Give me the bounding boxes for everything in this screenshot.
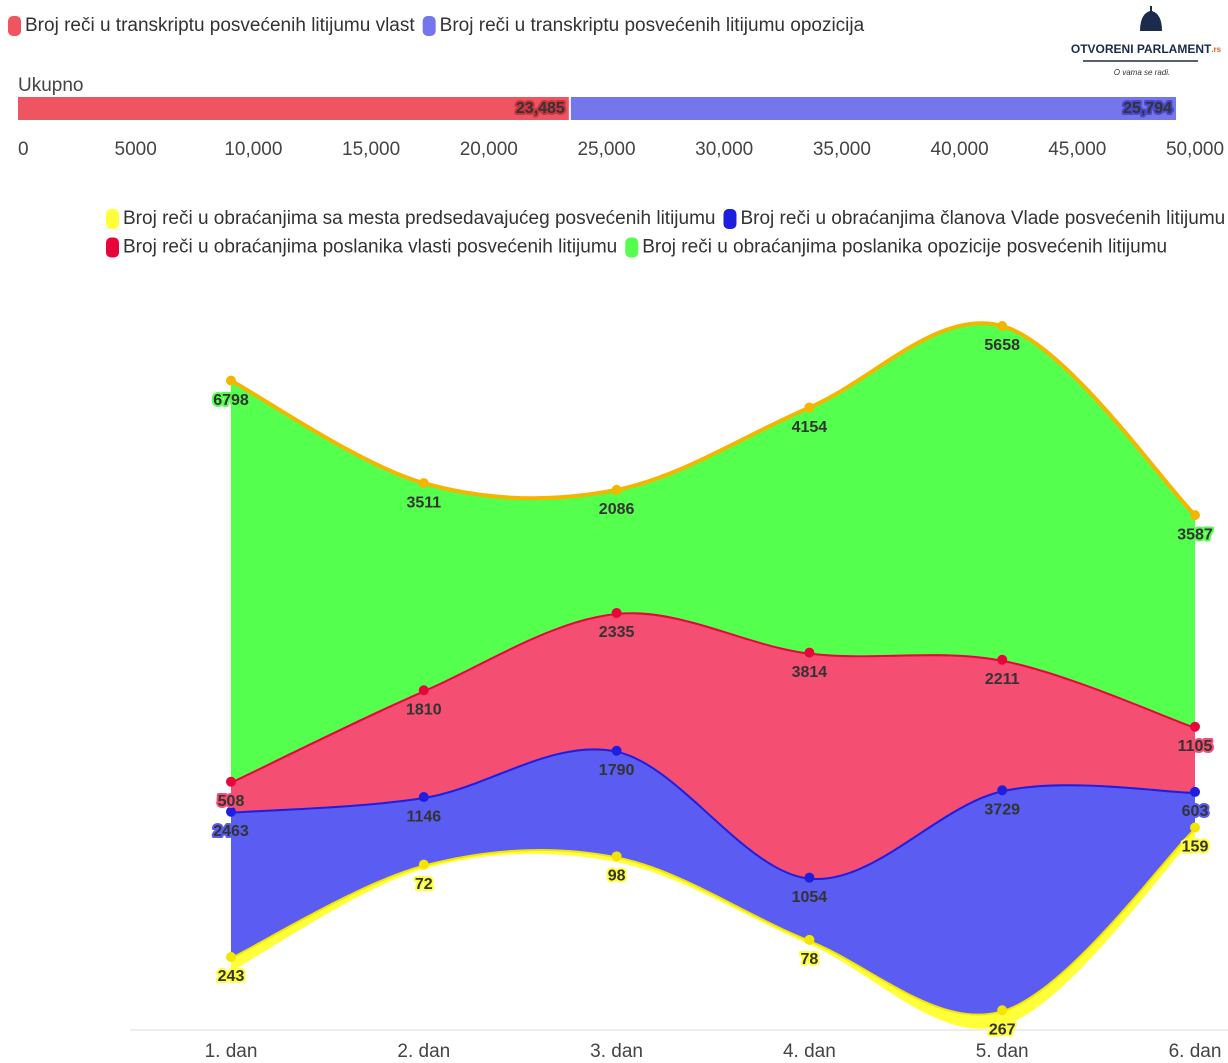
data-label: 4154 [792,419,828,436]
data-label: 3587 [1177,526,1213,543]
data-point [611,607,622,618]
stream-layers [230,321,1197,1029]
data-label: 3814 [792,664,828,681]
legend-label: Broj reči u transkriptu posvećenih litij… [440,15,865,36]
data-point [1190,786,1200,797]
data-label: 243 [218,968,245,985]
x-tick-label: 10,000 [224,139,282,160]
x-tick-label: 1. dan [205,1041,258,1062]
data-label: 267 [989,1021,1016,1038]
data-label: 2335 [599,624,635,641]
data-label: 1810 [406,701,442,718]
data-label: 2211 [985,671,1020,688]
data-point [418,478,429,489]
data-point [804,934,815,945]
data-label: 508 [218,793,245,810]
stream-area [231,748,1195,1014]
data-point [418,685,429,696]
legend-swatch [106,237,119,258]
data-label: 6798 [213,392,249,409]
x-tick-label: 45,000 [1048,139,1106,160]
data-point [611,484,622,495]
legend-label: Broj reči u obraćanjima poslanika opozic… [642,237,1167,258]
data-point [418,859,429,870]
data-label: 159 [1182,839,1209,856]
data-point [1190,510,1200,521]
legend-label: Broj reči u obraćanjima članova Vlade po… [740,208,1225,229]
legend-swatch [422,16,436,36]
legend-swatch [8,16,21,36]
data-label: 5658 [984,337,1020,354]
logo-title-text: OTVORENI PARLAMENT [1071,42,1212,56]
data-point [804,647,815,658]
stream-area [231,323,1195,782]
data-label: 1054 [792,889,828,906]
data-point [804,402,815,413]
bar-segment [18,97,569,120]
bar-value-label: 23,485 [516,100,565,117]
data-point [611,851,622,862]
data-point [804,872,815,883]
x-tick-label: 6. dan [1169,1041,1222,1062]
data-point [418,792,429,803]
logo: OTVORENI PARLAMENT.rs O vama se radi. [1071,6,1222,77]
x-tick-label: 25,000 [577,139,635,160]
data-label: 3729 [984,801,1020,818]
logo-suffix: .rs [1211,45,1221,54]
data-point [997,320,1008,331]
data-label: 2463 [213,823,249,840]
data-point [226,776,236,787]
logo-icon [1140,6,1162,31]
data-point [1190,721,1200,732]
data-label: 2086 [599,501,635,518]
bar-value-label: 25,794 [1123,100,1172,117]
data-label: 1105 [1178,738,1213,755]
legend-swatch [723,209,737,229]
data-point [997,654,1008,665]
legend-label: Broj reči u obraćanjima sa mesta predsed… [123,208,715,229]
legend-swatch [106,209,119,229]
stream-line [230,321,1197,517]
stream-area [231,612,1195,879]
x-tick-label: 50,000 [1166,139,1224,160]
logo-tagline: O vama se radi. [1114,68,1170,77]
data-point [997,785,1008,796]
x-tick-label: 3. dan [590,1041,643,1062]
x-tick-label: 15,000 [342,139,400,160]
data-label: 1146 [406,808,441,825]
x-tick-label: 4. dan [783,1041,836,1062]
bar-segment [570,97,1177,120]
data-label: 78 [801,951,819,968]
legend-label: Broj reči u obraćanjima poslanika vlasti… [123,237,617,258]
x-tick-label: 20,000 [460,139,518,160]
x-tick-label: 2. dan [397,1041,450,1062]
data-label: 72 [415,876,433,893]
x-tick-label: 5000 [115,139,157,160]
data-point [611,745,622,756]
logo-title: OTVORENI PARLAMENT.rs [1071,42,1222,56]
x-tick-label: 0 [18,139,29,160]
data-point [997,1005,1008,1016]
x-tick-label: 40,000 [931,139,989,160]
category-label: Ukupno [18,75,84,96]
x-tick-label: 5. dan [976,1041,1029,1062]
data-label: 98 [608,868,626,885]
data-label: 603 [1182,803,1209,820]
data-label: 3511 [406,494,441,511]
data-label: 1790 [599,762,635,779]
legend-swatch [625,237,639,258]
data-point [226,806,236,817]
x-tick-label: 35,000 [813,139,871,160]
data-point [1190,822,1200,833]
data-point [226,375,236,386]
x-tick-label: 30,000 [695,139,753,160]
data-point [226,952,236,963]
legend-label: Broj reči u transkriptu posvećenih litij… [25,15,415,36]
